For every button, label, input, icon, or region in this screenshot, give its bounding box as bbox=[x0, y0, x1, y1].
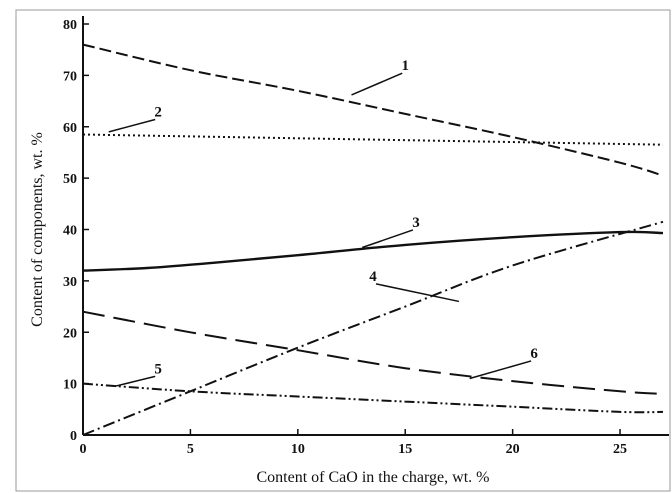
y-tick-label: 50 bbox=[63, 172, 77, 187]
curve-label-leader-6 bbox=[469, 360, 532, 380]
y-tick-label: 80 bbox=[63, 18, 77, 33]
curve-labels: 1 2 3 4 5 6 bbox=[108, 58, 538, 387]
curve-label-leader-4 bbox=[375, 283, 460, 303]
curve-label-1: 1 bbox=[401, 58, 409, 74]
series-line-3 bbox=[82, 230, 664, 272]
series-line-6 bbox=[82, 310, 664, 395]
x-tick-label: 20 bbox=[506, 442, 520, 457]
y-tick-label: 60 bbox=[63, 121, 77, 136]
curve-label-5: 5 bbox=[154, 361, 162, 377]
curve-label-leader-3 bbox=[362, 229, 414, 249]
x-tick-label: 25 bbox=[613, 442, 627, 457]
curve-label-4: 4 bbox=[369, 269, 377, 285]
curve-label-2: 2 bbox=[154, 104, 162, 120]
x-tick-label: 15 bbox=[398, 442, 412, 457]
series-group bbox=[82, 43, 664, 436]
axes bbox=[82, 16, 669, 436]
y-axis-title: Content of components, wt. % bbox=[29, 132, 46, 327]
y-tick-label: 20 bbox=[63, 326, 77, 341]
x-tick-label: 0 bbox=[80, 442, 87, 457]
series-line-2 bbox=[82, 133, 664, 146]
y-tick-label: 30 bbox=[63, 275, 77, 290]
y-tick-label: 10 bbox=[63, 378, 77, 393]
x-tick-label: 5 bbox=[187, 442, 194, 457]
figure-frame bbox=[15, 9, 671, 492]
y-tick-label: 40 bbox=[63, 224, 77, 239]
curve-label-6: 6 bbox=[530, 346, 538, 362]
series-line-5 bbox=[82, 382, 664, 414]
curve-label-leader-5 bbox=[115, 375, 156, 387]
y-tick-label: 70 bbox=[63, 69, 77, 84]
x-tick-label: 10 bbox=[291, 442, 305, 457]
curve-label-3: 3 bbox=[412, 215, 420, 231]
curve-label-leader-2 bbox=[108, 118, 156, 133]
x-axis-title: Content of CaO in the charge, wt. % bbox=[257, 469, 490, 486]
y-tick-label: 0 bbox=[70, 429, 77, 444]
series-line-1 bbox=[82, 43, 664, 177]
curve-label-leader-1 bbox=[351, 72, 403, 96]
